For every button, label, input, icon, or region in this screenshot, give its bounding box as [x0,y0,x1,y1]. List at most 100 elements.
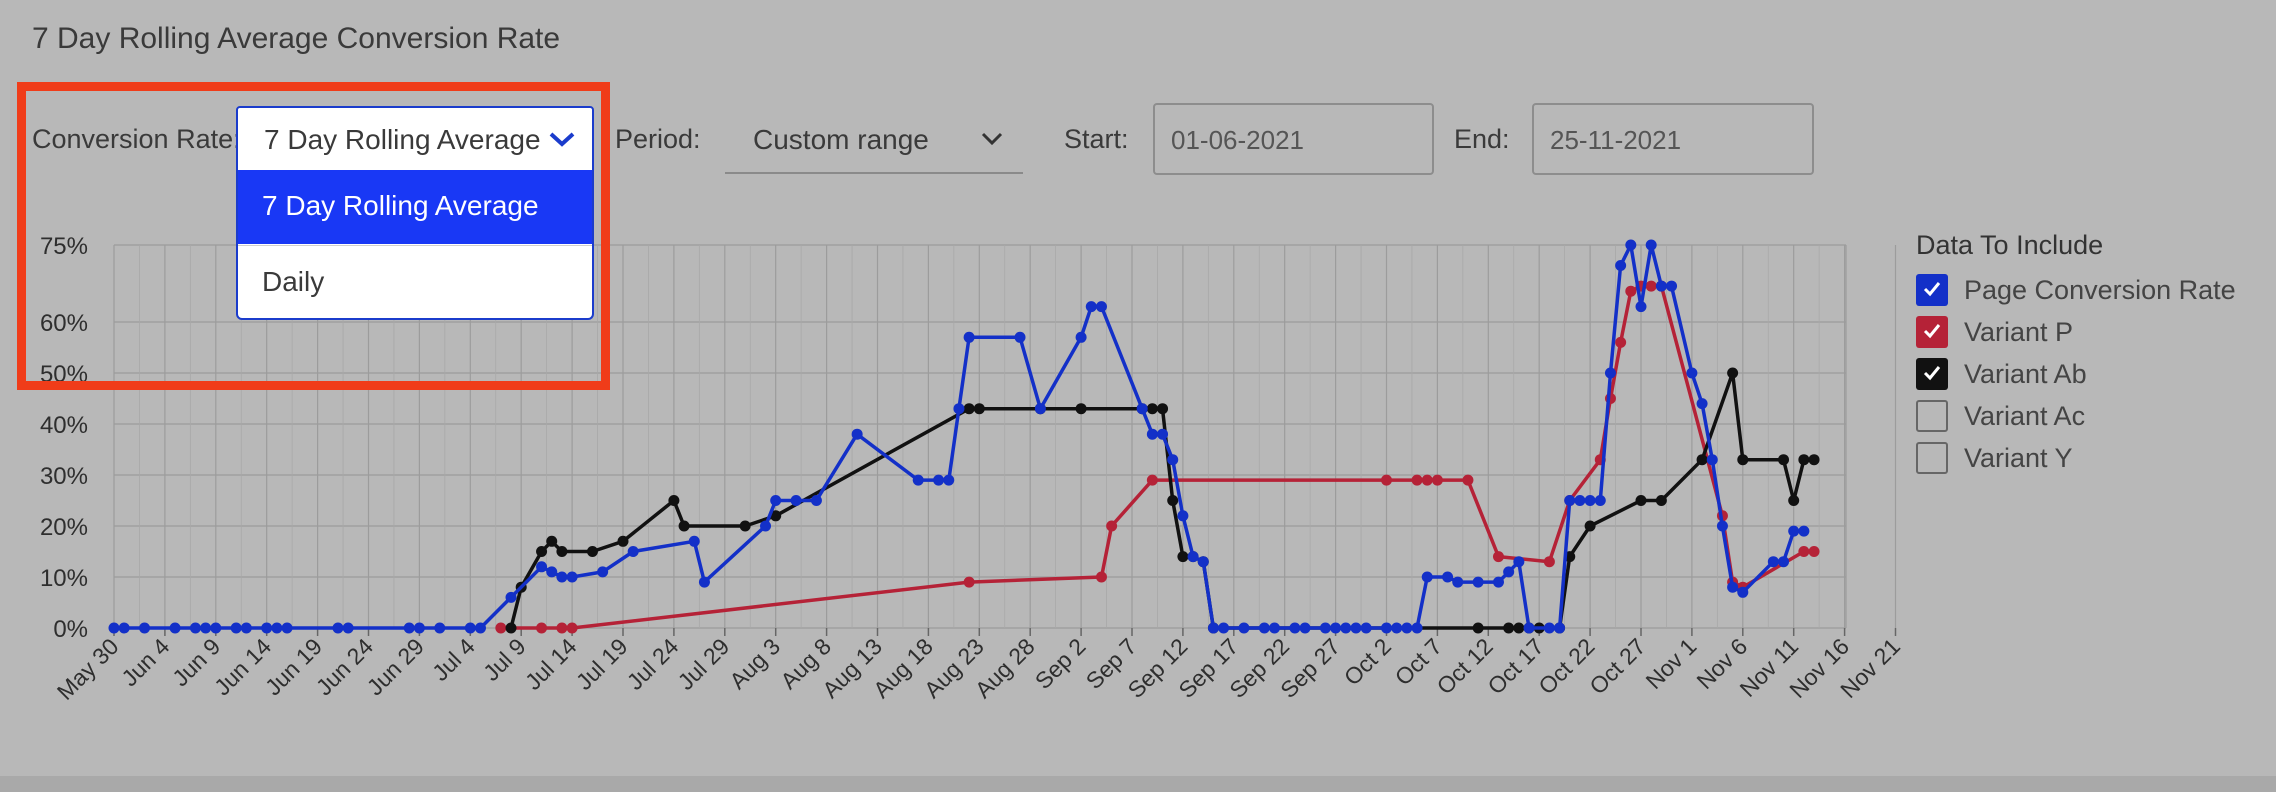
data-point [1788,525,1800,537]
data-point [1106,520,1118,532]
legend-label: Variant P [1964,317,2074,347]
checkbox-unchecked-icon[interactable] [1916,442,1948,474]
data-point [464,622,476,634]
data-point [1197,556,1209,568]
data-point [1452,576,1464,588]
data-point [1421,571,1433,583]
data-point [1289,622,1301,634]
data-point [1645,239,1657,251]
data-point [566,571,578,583]
data-point [536,546,548,557]
x-tick-label: Jul 19 [571,633,633,695]
data-point [1808,454,1820,466]
data-point [963,403,975,415]
data-point [1381,474,1392,486]
x-tick-label: Jun 29 [362,633,429,700]
data-point [1778,454,1790,466]
data-point [1411,622,1423,634]
data-point [536,561,548,573]
x-tick-label: Oct 2 [1339,633,1396,690]
data-point [210,622,222,634]
data-point [1808,546,1820,557]
data-point [963,576,975,588]
data-point [1411,474,1423,486]
legend-label: Variant Ac [1964,401,2086,431]
end-date-input[interactable]: 25-11-2021 [1532,103,1814,175]
data-point [1574,495,1586,506]
x-tick-label: Oct 27 [1584,633,1650,699]
x-tick-label: May 30 [52,633,124,705]
data-point [1727,367,1739,379]
data-point [1381,622,1392,634]
data-point [556,546,568,557]
data-point [1075,403,1087,415]
conversion-rate-label: Conversion Rate: [32,124,241,154]
data-point [963,331,975,343]
dropdown-option-rolling-average[interactable]: 7 Day Rolling Average [238,170,592,244]
data-point [1564,495,1576,506]
checkbox-checked-icon[interactable] [1916,274,1948,306]
y-tick-label: 10% [40,565,88,592]
data-point [1167,495,1179,506]
data-point [566,622,578,634]
data-point [1655,280,1667,292]
data-point [1146,428,1158,440]
data-point [474,622,486,634]
data-point [1635,495,1647,506]
x-tick-label: Jul 4 [427,633,480,686]
highlight-annotation-box [17,82,610,390]
start-date-input[interactable]: 01-06-2021 [1153,103,1434,175]
data-point [1391,622,1403,634]
data-point [1218,622,1230,634]
data-point [1299,622,1311,634]
y-tick-label: 20% [40,514,88,541]
x-tick-label: Sep 2 [1030,633,1091,694]
data-point [495,622,507,634]
x-tick-label: Jul 14 [520,633,582,695]
data-point [1696,398,1708,410]
y-tick-label: 30% [40,463,88,490]
data-point [1075,331,1087,343]
data-point [1778,556,1790,568]
data-point [1167,454,1179,466]
data-point [1686,367,1698,379]
x-tick-label: Jul 24 [622,633,684,695]
data-point [1543,556,1555,568]
data-point [230,622,242,634]
legend-title: Data To Include [1916,230,2104,260]
data-point [1594,495,1606,506]
data-point [1095,571,1107,583]
legend-label: Page Conversion Rate [1964,275,2236,305]
checkbox-checked-icon[interactable] [1916,316,1948,348]
data-point [139,622,151,634]
data-point [1798,546,1810,557]
dropdown-option-daily[interactable]: Daily [262,266,325,297]
data-point [627,546,639,557]
data-point [413,622,425,634]
data-point [1798,525,1810,537]
data-point [770,495,782,506]
period-select[interactable]: Custom range [725,106,1023,174]
x-tick-label: Jun 19 [260,633,327,700]
data-point [261,622,273,634]
data-point [546,566,558,578]
y-tick-label: 75% [40,233,88,260]
checkbox-checked-icon[interactable] [1916,358,1948,390]
data-point [1584,520,1596,532]
y-tick-label: 0% [53,616,88,643]
x-tick-label: Jun 14 [209,633,276,700]
data-point [505,591,517,603]
data-point [1788,495,1800,506]
data-point [1625,285,1637,297]
data-point [1258,622,1270,634]
data-point [1716,520,1728,532]
x-tick-label: Oct 17 [1482,633,1548,699]
conversion-rate-select[interactable]: 7 Day Rolling Average [236,106,594,172]
data-point [240,622,252,634]
legend-label: Variant Ab [1964,359,2087,389]
data-point [1014,331,1026,343]
period-select-value: Custom range [753,124,929,155]
data-point [1330,622,1342,634]
legend-label: Variant Y [1964,443,2073,473]
checkbox-unchecked-icon[interactable] [1916,400,1948,432]
